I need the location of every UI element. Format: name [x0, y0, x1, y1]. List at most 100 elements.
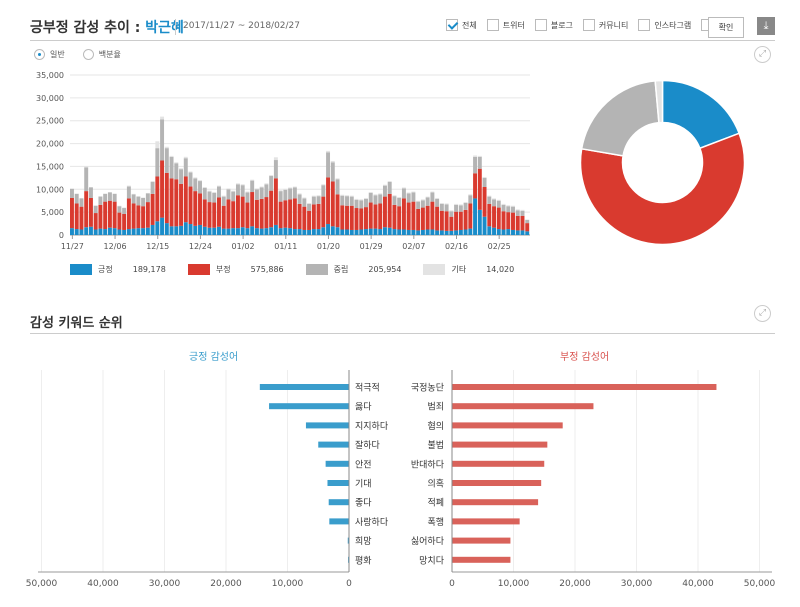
bar-segment[interactable]	[473, 173, 478, 199]
bar-segment[interactable]	[179, 169, 184, 184]
bar-segment[interactable]	[145, 202, 150, 228]
bar-segment[interactable]	[477, 156, 482, 169]
bar-segment[interactable]	[392, 195, 397, 197]
bar-segment[interactable]	[307, 203, 312, 211]
negative-keyword-bar[interactable]	[452, 460, 545, 467]
expand-icon[interactable]: ⤢	[754, 305, 771, 322]
bar-segment[interactable]	[330, 181, 335, 227]
bar-segment[interactable]	[477, 155, 482, 157]
bar-segment[interactable]	[487, 203, 492, 227]
bar-segment[interactable]	[193, 191, 198, 226]
bar-segment[interactable]	[240, 184, 245, 186]
bar-segment[interactable]	[217, 185, 221, 187]
bar-segment[interactable]	[444, 204, 449, 212]
bar-segment[interactable]	[202, 187, 207, 200]
bar-segment[interactable]	[373, 228, 378, 235]
bar-segment[interactable]	[254, 199, 259, 229]
positive-keyword-bar[interactable]	[305, 422, 349, 429]
bar-segment[interactable]	[259, 187, 264, 199]
bar-segment[interactable]	[269, 227, 274, 235]
bar-segment[interactable]	[326, 152, 331, 178]
negative-keyword-bar[interactable]	[452, 537, 511, 544]
bar-segment[interactable]	[425, 205, 430, 230]
bar-segment[interactable]	[439, 203, 444, 204]
bar-segment[interactable]	[160, 119, 165, 161]
bar-segment[interactable]	[103, 201, 108, 230]
bar-segment[interactable]	[458, 229, 463, 235]
bar-segment[interactable]	[273, 224, 278, 235]
radio-normal[interactable]	[34, 49, 45, 60]
bar-segment[interactable]	[107, 227, 112, 235]
bar-segment[interactable]	[520, 215, 525, 231]
bar-segment[interactable]	[212, 227, 217, 235]
bar-segment[interactable]	[122, 208, 127, 214]
bar-segment[interactable]	[150, 181, 155, 182]
bar-segment[interactable]	[378, 193, 383, 195]
bar-segment[interactable]	[335, 178, 340, 180]
bar-segment[interactable]	[406, 202, 411, 230]
bar-segment[interactable]	[136, 196, 141, 206]
bar-segment[interactable]	[160, 116, 165, 120]
bar-segment[interactable]	[126, 185, 131, 187]
bar-segment[interactable]	[117, 229, 122, 235]
bar-segment[interactable]	[193, 225, 198, 235]
bar-segment[interactable]	[202, 187, 207, 188]
bar-segment[interactable]	[217, 197, 221, 227]
bar-segment[interactable]	[297, 193, 302, 195]
bar-segment[interactable]	[226, 199, 231, 229]
bar-segment[interactable]	[107, 192, 112, 201]
bar-segment[interactable]	[88, 187, 93, 198]
bar-segment[interactable]	[425, 197, 430, 206]
bar-segment[interactable]	[164, 223, 169, 235]
bar-segment[interactable]	[183, 176, 188, 223]
positive-keyword-bar[interactable]	[329, 518, 349, 525]
bar-segment[interactable]	[311, 195, 316, 197]
bar-segment[interactable]	[364, 197, 368, 199]
bar-segment[interactable]	[506, 205, 511, 207]
bar-segment[interactable]	[468, 203, 473, 229]
bar-segment[interactable]	[122, 229, 127, 235]
bar-segment[interactable]	[235, 184, 240, 196]
bar-segment[interactable]	[307, 203, 312, 204]
negative-keyword-bar[interactable]	[452, 499, 539, 506]
bar-segment[interactable]	[79, 206, 84, 230]
bar-segment[interactable]	[141, 197, 146, 207]
bar-segment[interactable]	[454, 230, 459, 235]
bar-segment[interactable]	[359, 229, 364, 235]
bar-segment[interactable]	[392, 204, 397, 230]
bar-segment[interactable]	[482, 176, 487, 178]
bar-segment[interactable]	[382, 184, 387, 186]
bar-segment[interactable]	[155, 148, 160, 177]
bar-segment[interactable]	[250, 226, 255, 235]
bar-segment[interactable]	[435, 197, 440, 199]
bar-segment[interactable]	[368, 192, 373, 193]
bar-segment[interactable]	[198, 193, 202, 225]
bar-segment[interactable]	[155, 176, 160, 222]
bar-segment[interactable]	[345, 205, 349, 230]
checkbox-twitter[interactable]	[486, 19, 499, 31]
bar-segment[interactable]	[245, 202, 250, 229]
bar-segment[interactable]	[387, 193, 392, 228]
bar-segment[interactable]	[231, 191, 236, 202]
bar-segment[interactable]	[496, 199, 501, 201]
bar-segment[interactable]	[411, 191, 416, 193]
bar-segment[interactable]	[311, 196, 316, 205]
bar-segment[interactable]	[283, 200, 288, 228]
bar-segment[interactable]	[74, 229, 79, 235]
bar-segment[interactable]	[501, 203, 506, 205]
bar-segment[interactable]	[416, 208, 421, 231]
bar-segment[interactable]	[349, 205, 354, 230]
bar-segment[interactable]	[345, 195, 349, 197]
bar-segment[interactable]	[477, 209, 482, 235]
bar-segment[interactable]	[93, 205, 98, 214]
bar-segment[interactable]	[378, 194, 383, 204]
bar-segment[interactable]	[198, 180, 202, 182]
bar-segment[interactable]	[406, 193, 411, 203]
bar-segment[interactable]	[435, 206, 440, 231]
bar-segment[interactable]	[515, 215, 520, 231]
bar-segment[interactable]	[107, 200, 112, 228]
bar-segment[interactable]	[354, 208, 359, 230]
bar-segment[interactable]	[160, 217, 165, 235]
bar-segment[interactable]	[126, 229, 131, 235]
bar-segment[interactable]	[150, 181, 155, 194]
